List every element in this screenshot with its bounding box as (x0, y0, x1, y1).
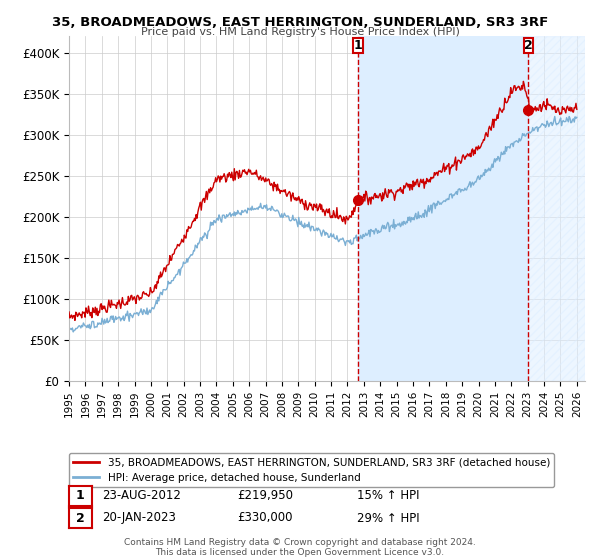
Legend: 35, BROADMEADOWS, EAST HERRINGTON, SUNDERLAND, SR3 3RF (detached house), HPI: Av: 35, BROADMEADOWS, EAST HERRINGTON, SUNDE… (69, 453, 554, 487)
Text: £330,000: £330,000 (237, 511, 293, 525)
Text: 15% ↑ HPI: 15% ↑ HPI (357, 489, 419, 502)
Bar (529, 36, 585, 381)
Text: 2: 2 (76, 511, 85, 525)
Text: Price paid vs. HM Land Registry's House Price Index (HPI): Price paid vs. HM Land Registry's House … (140, 27, 460, 37)
Text: 1: 1 (354, 39, 362, 52)
Text: 20-JAN-2023: 20-JAN-2023 (102, 511, 176, 525)
Text: 2: 2 (524, 39, 533, 52)
Text: 35, BROADMEADOWS, EAST HERRINGTON, SUNDERLAND, SR3 3RF: 35, BROADMEADOWS, EAST HERRINGTON, SUNDE… (52, 16, 548, 29)
FancyBboxPatch shape (353, 38, 363, 53)
Text: 23-AUG-2012: 23-AUG-2012 (102, 489, 181, 502)
FancyBboxPatch shape (524, 38, 533, 53)
Text: Contains HM Land Registry data © Crown copyright and database right 2024.
This d: Contains HM Land Registry data © Crown c… (124, 538, 476, 557)
Bar (358, 36, 529, 381)
Text: 1: 1 (76, 489, 85, 502)
Text: £219,950: £219,950 (237, 489, 293, 502)
Text: 29% ↑ HPI: 29% ↑ HPI (357, 511, 419, 525)
